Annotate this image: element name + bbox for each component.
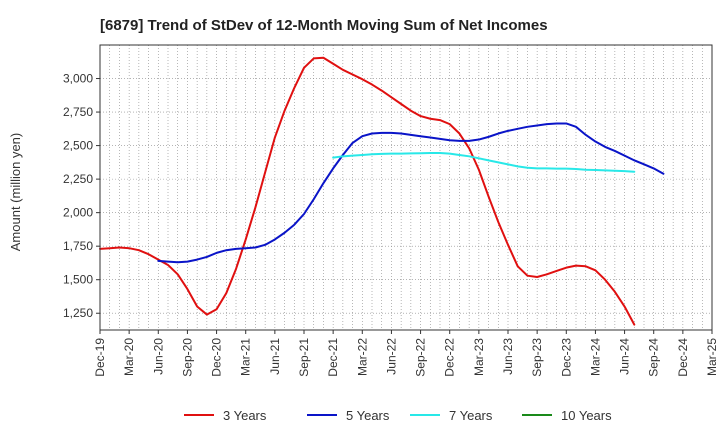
x-tick-label: Mar-23 (472, 338, 486, 376)
x-tick-label: Mar-25 (705, 338, 719, 376)
x-tick-label: Sep-24 (647, 338, 661, 377)
y-tick-label: 1,500 (63, 273, 93, 287)
y-axis-label: Amount (million yen) (8, 133, 23, 252)
x-tick-label: Dec-20 (210, 338, 224, 377)
x-axis-ticks: Dec-19 Mar-20 Jun-20 Sep-20 Dec-20 Mar-21 Jun-… (93, 330, 719, 377)
x-tick-label: Dec-21 (326, 338, 340, 377)
x-tick-label: Jun-23 (501, 338, 515, 375)
x-tick-label: Jun-22 (384, 338, 398, 375)
chart-title: [6879] Trend of StDev of 12-Month Moving… (100, 17, 548, 34)
series-line-7-years (332, 151, 636, 173)
x-tick-label: Dec-22 (443, 338, 457, 377)
x-tick-label: Jun-20 (151, 338, 165, 375)
series-line-3-years (99, 56, 636, 326)
plot-grid (99, 45, 713, 330)
legend-label: 10 Years (561, 408, 612, 423)
x-tick-label: Mar-24 (588, 338, 602, 376)
x-tick-label: Jun-24 (618, 338, 632, 375)
x-tick-label: Sep-20 (180, 338, 194, 377)
y-tick-label: 2,250 (63, 172, 93, 186)
x-tick-label: Dec-23 (559, 338, 573, 377)
y-tick-label: 3,000 (63, 72, 93, 86)
y-tick-label: 2,500 (63, 139, 93, 153)
legend: 3 Years 5 Years 7 Years 10 Years (184, 408, 612, 423)
y-tick-label: 1,750 (63, 239, 93, 253)
x-tick-label: Dec-24 (676, 338, 690, 377)
series-layer (99, 56, 665, 326)
x-tick-label: Mar-20 (122, 338, 136, 376)
legend-label: 7 Years (449, 408, 493, 423)
y-tick-label: 2,000 (63, 206, 93, 220)
x-tick-label: Jun-21 (268, 338, 282, 375)
series-line-5-years (157, 122, 665, 264)
x-tick-label: Mar-21 (239, 338, 253, 376)
legend-label: 3 Years (223, 408, 267, 423)
x-tick-label: Sep-22 (414, 338, 428, 377)
x-tick-label: Mar-22 (355, 338, 369, 376)
plot-frame (99, 44, 713, 331)
y-tick-label: 1,250 (63, 306, 93, 320)
y-axis-ticks: 1,250 1,500 1,750 2,000 2,250 2,500 2,750 3,000 (63, 72, 100, 320)
y-tick-label: 2,750 (63, 105, 93, 119)
x-tick-label: Dec-19 (93, 338, 107, 377)
legend-label: 5 Years (346, 408, 390, 423)
x-tick-label: Sep-23 (530, 338, 544, 377)
x-tick-label: Sep-21 (297, 338, 311, 377)
